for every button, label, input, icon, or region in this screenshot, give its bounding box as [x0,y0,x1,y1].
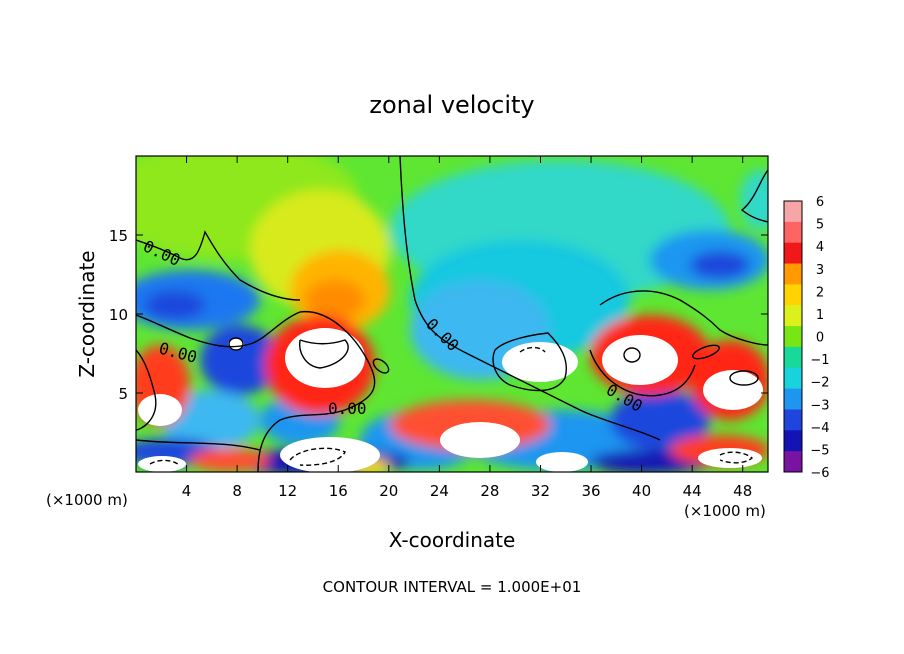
colorbar-frame [783,200,803,473]
colorbar-label: 5 [816,218,824,233]
x-axis: 4 8 12 16 20 24 28 32 36 40 44 48 [182,156,752,500]
colorbar-label: 0 [816,331,824,346]
y-tick-label: 5 [118,385,128,403]
contour-interval-note: CONTOUR INTERVAL = 1.000E+01 [323,578,582,596]
colorbar-swatch [784,242,802,265]
x-tick-label: 24 [430,482,449,500]
heatmap-field [136,156,768,472]
x-tick-label: 8 [232,482,242,500]
chart-title: zonal velocity [369,91,534,119]
x-tick-label: 4 [182,482,192,500]
y-axis: 5 10 15 [109,227,768,403]
colorbar-swatch [784,388,802,410]
colorbar-swatch [784,409,802,431]
x-tick-label: 40 [632,482,651,500]
colorbar-swatch [784,221,802,244]
x-tick-label: 20 [379,482,398,500]
x-tick-label: 36 [581,482,600,500]
y-axis-label: Z-coordinate [75,250,99,377]
colorbar: 6 5 4 3 2 1 0 −1 −2 −3 −4 −5 −6 [783,195,830,481]
x-tick-label: 16 [329,482,348,500]
colorbar-swatch [784,326,802,348]
colorbar-label: 2 [816,285,824,300]
x-tick-label: 32 [531,482,550,500]
x-unit-right: (×1000 m) [684,502,766,520]
colorbar-label: −4 [810,421,829,436]
colorbar-swatch [784,201,802,223]
colorbar-label: 1 [816,308,824,323]
y-tick-label: 10 [109,306,128,324]
colorbar-label: −6 [810,466,829,481]
colorbar-label: 6 [816,195,824,210]
colorbar-swatch [784,305,802,327]
colorbar-label: 3 [816,263,824,278]
colorbar-swatch [784,263,802,285]
x-tick-label: 12 [278,482,297,500]
x-tick-label: 44 [683,482,702,500]
contour-label: 0.00 [328,399,367,418]
x-tick-label: 28 [480,482,499,500]
x-unit-left: (×1000 m) [46,491,128,509]
x-tick-label: 48 [733,482,752,500]
colorbar-label: −2 [810,376,829,391]
colorbar-swatch [784,284,802,306]
colorbar-swatch [784,346,802,369]
colorbar-swatch [784,451,802,473]
y-tick-label: 15 [109,227,128,245]
colorbar-swatch [784,430,802,452]
colorbar-label: −3 [810,398,829,413]
x-axis-label: X-coordinate [389,528,516,552]
colorbar-label: 4 [816,240,824,255]
colorbar-label: −1 [810,353,829,368]
contour-lines [136,156,768,472]
colorbar-label: −5 [810,443,829,458]
colorbar-swatch [784,367,802,390]
